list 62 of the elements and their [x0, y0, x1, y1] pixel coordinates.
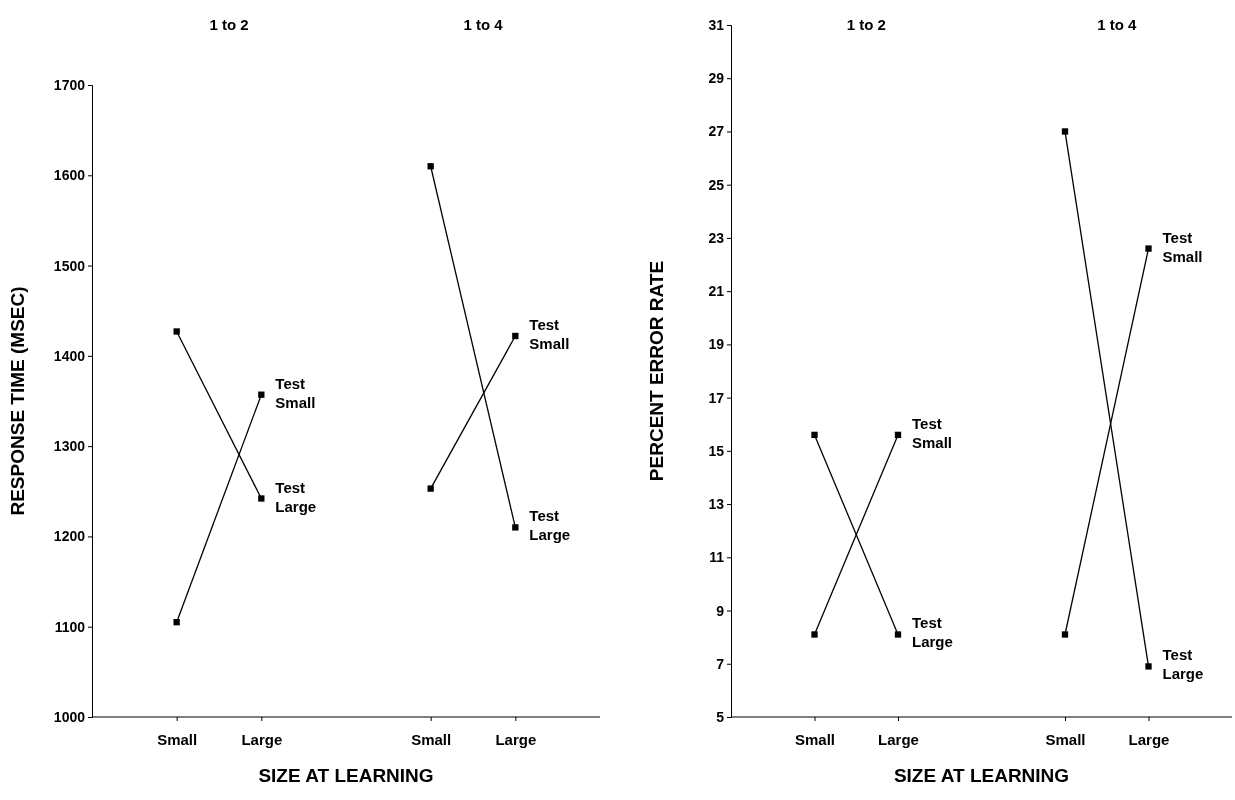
- series-label: Test Small: [912, 414, 953, 451]
- point: [173, 328, 180, 335]
- text: 1 to 2: [209, 16, 249, 33]
- x-tick-label: Small: [1045, 731, 1086, 748]
- point: [811, 631, 818, 638]
- y-tick-label: 1200: [53, 528, 86, 545]
- y-tick-label: 9: [716, 602, 725, 619]
- y-tick-label: 1700: [53, 76, 86, 93]
- point: [512, 332, 519, 340]
- x-tick-label: Small: [794, 731, 836, 748]
- y-tick-label: 1100: [54, 618, 86, 635]
- point: [173, 619, 180, 626]
- point: [512, 524, 519, 531]
- point: [1145, 245, 1152, 252]
- y-tick-label: 15: [708, 442, 725, 459]
- point: [1145, 663, 1152, 670]
- series-label: Test Large: [529, 507, 571, 544]
- point: [258, 495, 265, 502]
- y-tick-label: 1000: [53, 708, 86, 725]
- annotation: 1 to 4: [1097, 16, 1137, 33]
- point: [894, 431, 902, 439]
- point: [427, 485, 434, 492]
- y-tick-label: 29: [708, 70, 725, 87]
- point: [1061, 128, 1069, 135]
- point: [427, 163, 434, 170]
- x-tick-label: Large: [1128, 731, 1170, 748]
- y-tick-label: 21: [708, 283, 725, 300]
- series-label: Test Large: [912, 614, 953, 651]
- y-tick-label: 27: [708, 123, 725, 140]
- point: [894, 631, 902, 638]
- y-tick-label: 19: [708, 336, 725, 353]
- y-tick-label: 31: [708, 16, 725, 33]
- y-axis-title: RESPONSE TIME (MSEC): [7, 286, 28, 516]
- y-tick-label: 7: [716, 655, 725, 672]
- y-tick-label: 1600: [53, 167, 86, 184]
- y-tick-label: 17: [708, 389, 725, 406]
- y-tick-label: 1400: [53, 347, 86, 364]
- text: 1 to 4: [463, 16, 504, 33]
- annotation: 1 to 2: [846, 16, 886, 33]
- x-axis-title: SIZE AT LEARNING: [893, 765, 1070, 786]
- y-tick-label: 13: [708, 496, 725, 513]
- x-tick-label: Small: [411, 731, 452, 748]
- y-tick-label: 11: [709, 549, 725, 566]
- point: [258, 391, 265, 398]
- series-label: Test Large: [275, 478, 317, 515]
- y-tick-label: 1300: [53, 438, 86, 455]
- x-axis-title: SIZE AT LEARNING: [258, 765, 434, 786]
- series-label: Test Large: [1162, 646, 1204, 683]
- x-tick-label: Small: [157, 731, 198, 748]
- y-tick-label: 5: [716, 708, 725, 725]
- x-tick-label: Large: [878, 731, 919, 748]
- series-label: Test Small: [1162, 228, 1203, 265]
- x-tick-label: Large: [495, 731, 537, 748]
- y-axis-title: PERCENT ERROR RATE: [646, 260, 667, 482]
- x-tick-label: Large: [241, 731, 283, 748]
- y-tick-label: 23: [708, 229, 725, 246]
- point: [811, 431, 818, 439]
- series-label: Test Small: [529, 315, 570, 352]
- y-tick-label: 1500: [53, 257, 86, 274]
- series-label: Test Small: [275, 374, 316, 411]
- y-tick-label: 25: [708, 176, 725, 193]
- point: [1061, 631, 1069, 638]
